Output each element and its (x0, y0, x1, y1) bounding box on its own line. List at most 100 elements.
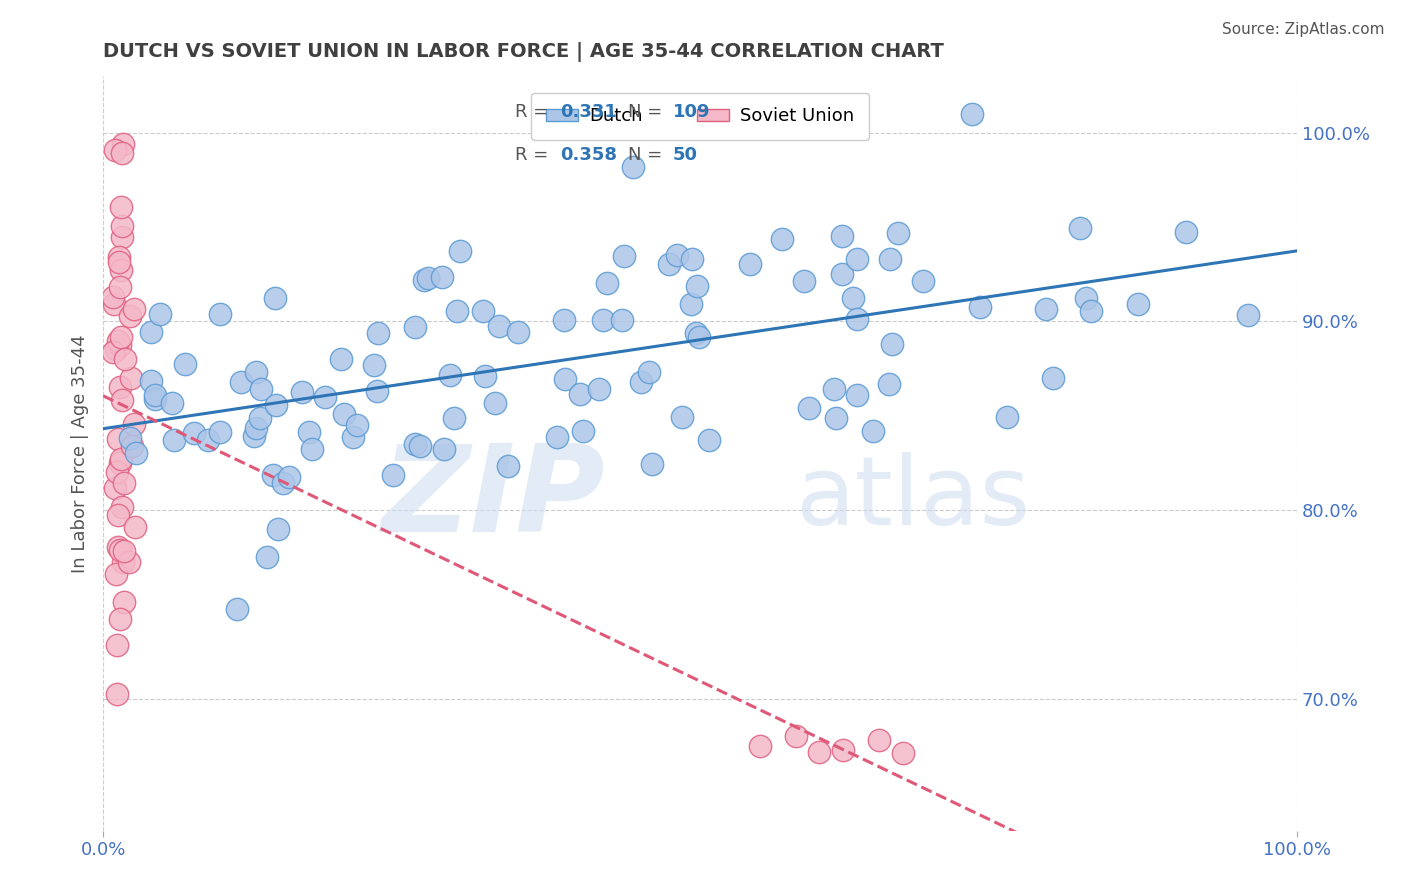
Text: 0.358: 0.358 (561, 146, 617, 164)
Point (665, 247, 688, 261)
Point (112, 544, 135, 558)
Point (1035, 301, 1057, 316)
Point (103, 296, 125, 310)
Point (831, 267, 853, 281)
Point (832, 742, 855, 756)
Point (107, 540, 129, 554)
Point (104, 143, 127, 157)
Point (143, 392, 166, 407)
Point (685, 326, 707, 340)
Point (111, 555, 134, 569)
Point (256, 549, 278, 564)
Point (409, 439, 432, 453)
Point (891, 747, 914, 761)
Point (118, 555, 141, 569)
Point (122, 302, 145, 317)
Point (141, 325, 163, 339)
Text: ZIP: ZIP (381, 441, 605, 558)
Point (250, 382, 273, 396)
Point (342, 430, 364, 444)
Point (785, 730, 807, 744)
Point (449, 244, 471, 259)
Point (298, 425, 321, 439)
Point (110, 200, 132, 214)
Text: DUTCH VS SOVIET UNION IN LABOR FORCE | AGE 35-44 CORRELATION CHART: DUTCH VS SOVIET UNION IN LABOR FORCE | A… (103, 42, 943, 62)
Point (738, 257, 761, 271)
Point (496, 459, 519, 474)
Point (145, 388, 167, 402)
Text: R =: R = (515, 103, 554, 120)
Point (229, 375, 252, 389)
Point (911, 274, 934, 288)
Point (880, 336, 903, 351)
Point (291, 385, 314, 400)
Point (118, 309, 141, 323)
Point (112, 595, 135, 609)
Point (107, 508, 129, 522)
Point (101, 290, 124, 304)
Text: atlas: atlas (796, 452, 1031, 545)
Point (208, 307, 231, 321)
Point (110, 451, 132, 466)
Point (679, 297, 702, 311)
Point (862, 424, 884, 438)
Point (245, 365, 267, 379)
Point (569, 387, 592, 401)
Point (107, 638, 129, 652)
Text: 50: 50 (672, 146, 697, 164)
Point (879, 377, 901, 392)
Point (592, 313, 614, 327)
Text: 109: 109 (672, 103, 710, 120)
Point (108, 255, 131, 269)
Point (1236, 308, 1258, 322)
Point (301, 442, 323, 456)
Point (879, 252, 901, 267)
Point (1042, 371, 1064, 385)
Point (124, 417, 146, 432)
Point (474, 369, 496, 384)
Point (588, 383, 610, 397)
Point (107, 432, 129, 446)
Point (484, 396, 506, 410)
Point (108, 543, 131, 558)
Point (596, 276, 619, 290)
Point (111, 146, 134, 161)
Point (845, 388, 868, 402)
Point (209, 425, 232, 440)
Point (681, 252, 703, 266)
Point (443, 411, 465, 425)
Point (314, 390, 336, 404)
Point (114, 351, 136, 366)
Point (101, 344, 124, 359)
Text: Source: ZipAtlas.com: Source: ZipAtlas.com (1222, 22, 1385, 37)
Point (125, 446, 148, 460)
Point (225, 601, 247, 615)
Point (612, 250, 634, 264)
Point (174, 357, 197, 371)
Point (107, 465, 129, 479)
Point (658, 257, 681, 271)
Point (571, 425, 593, 439)
Point (404, 320, 426, 334)
Point (120, 371, 142, 385)
Point (433, 442, 456, 456)
Text: N =: N = (628, 146, 668, 164)
Point (793, 274, 815, 288)
Point (105, 342, 128, 356)
Point (160, 396, 183, 410)
Point (363, 359, 385, 373)
Point (108, 338, 131, 352)
Point (831, 229, 853, 244)
Legend: Dutch, Soviet Union: Dutch, Soviet Union (531, 93, 869, 140)
Point (110, 263, 132, 277)
Point (120, 431, 142, 445)
Point (262, 467, 284, 482)
Point (630, 375, 652, 389)
Point (346, 417, 368, 432)
Point (1126, 297, 1149, 311)
Point (621, 160, 644, 174)
Point (471, 304, 494, 318)
Point (104, 481, 127, 495)
Point (112, 475, 135, 490)
Point (546, 430, 568, 444)
